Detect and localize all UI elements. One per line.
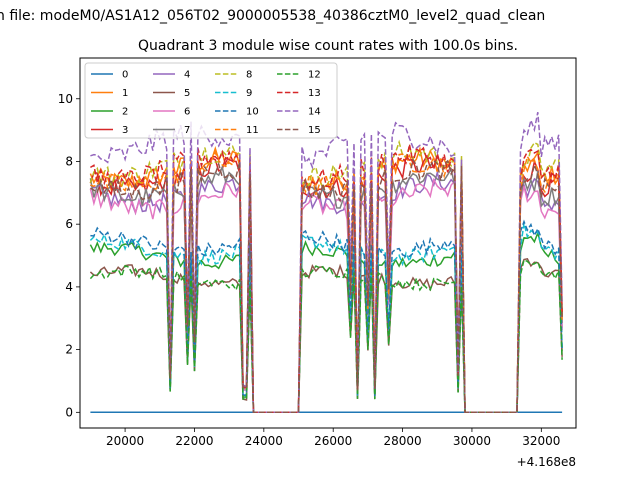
x-tick-label: 26000 <box>314 434 352 448</box>
x-tick-label: 28000 <box>383 434 421 448</box>
legend-label-1: 1 <box>122 88 128 99</box>
legend-label-13: 13 <box>308 88 321 99</box>
y-tick-label: 10 <box>58 92 73 106</box>
y-tick-label: 6 <box>65 217 73 231</box>
x-tick-label: 30000 <box>453 434 491 448</box>
y-tick-label: 8 <box>65 154 73 168</box>
y-tick-label: 4 <box>65 280 73 294</box>
legend-label-10: 10 <box>246 107 259 118</box>
legend-label-7: 7 <box>184 125 190 136</box>
x-tick-label: 22000 <box>175 434 213 448</box>
plot-frame <box>79 57 577 429</box>
legend-label-4: 4 <box>184 70 190 81</box>
y-tick-label: 0 <box>65 405 73 419</box>
x-axis-ticks: 20000 22000 24000 26000 28000 30000 32000 <box>106 428 560 448</box>
y-tick-label: 2 <box>65 343 73 357</box>
legend-label-2: 2 <box>122 107 128 118</box>
legend-label-8: 8 <box>246 70 252 81</box>
legend-label-11: 11 <box>246 125 259 136</box>
series-layer <box>89 112 563 414</box>
legend-label-3: 3 <box>122 125 128 136</box>
x-tick-label: 20000 <box>106 434 144 448</box>
legend-label-12: 12 <box>308 70 321 81</box>
x-tick-label: 32000 <box>522 434 560 448</box>
legend-label-15: 15 <box>308 125 321 136</box>
legend-label-5: 5 <box>184 88 190 99</box>
legend-box <box>84 62 338 139</box>
y-axis-ticks: 0 2 4 6 8 10 <box>58 92 80 419</box>
figure-suptitle: n file: modeM0/AS1A12_056T02_9000005538_… <box>0 8 545 24</box>
legend-label-14: 14 <box>308 107 321 118</box>
x-axis-offset-label: +4.168e8 <box>517 455 576 469</box>
legend-label-0: 0 <box>122 70 128 81</box>
series-line-15 <box>90 157 563 414</box>
chart-title: Quadrant 3 module wise count rates with … <box>138 38 518 54</box>
legend-label-6: 6 <box>184 107 190 118</box>
x-tick-label: 24000 <box>245 434 283 448</box>
legend-label-9: 9 <box>246 88 252 99</box>
